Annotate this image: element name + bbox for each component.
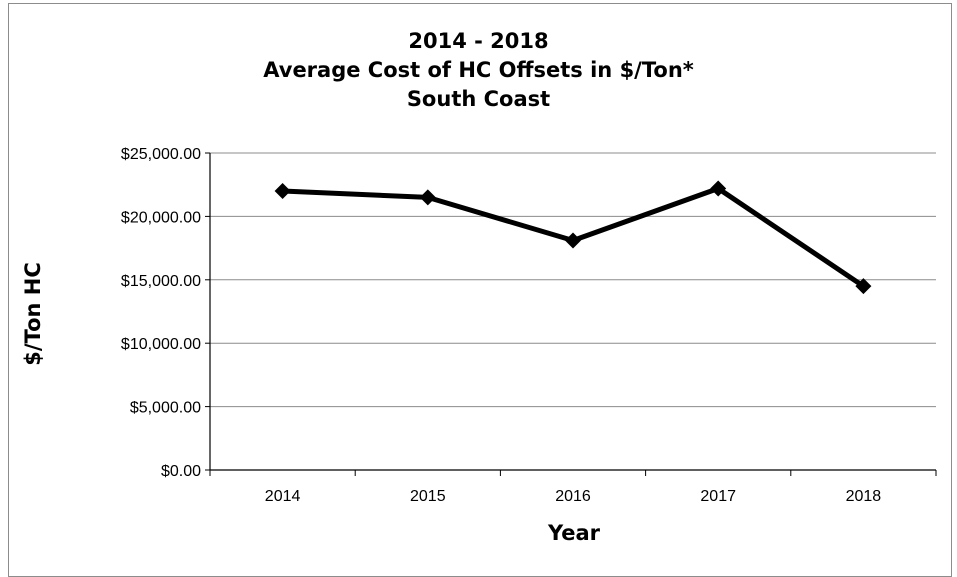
x-tick-label: 2014: [265, 488, 301, 505]
x-tick-label: 2017: [700, 488, 736, 505]
data-point-marker: [419, 189, 436, 206]
chart-title-line-2: Average Cost of HC Offsets in $/Ton*: [263, 58, 694, 82]
chart-title-line-3: South Coast: [406, 87, 551, 111]
data-point-marker: [565, 232, 581, 249]
x-tick-label: 2015: [410, 488, 446, 505]
y-tick-label: $20,000.00: [121, 209, 201, 226]
data-point-marker: [274, 183, 291, 200]
y-tick-label: $5,000.00: [130, 400, 201, 417]
y-tick-label: $15,000.00: [121, 273, 201, 290]
x-tick-labels: 2014 2015 2016 2017 2018: [265, 488, 881, 505]
chart-frame: [8, 3, 952, 577]
x-tick-label: 2018: [846, 488, 882, 505]
series-group: [274, 180, 872, 295]
chart-title: 2014 - 2018 Average Cost of HC Offsets i…: [0, 27, 957, 114]
data-point-marker: [855, 278, 872, 295]
gridlines: [210, 152, 936, 408]
x-tick-label: 2016: [555, 488, 591, 505]
y-tick-label: $10,000.00: [121, 336, 201, 353]
data-point-marker: [710, 180, 727, 197]
y-axis-title: $/Ton HC: [21, 262, 45, 366]
axes: [205, 152, 937, 476]
x-axis-title: Year: [547, 521, 601, 545]
chart-title-line-1: 2014 - 2018: [408, 29, 549, 53]
y-tick-labels: $0.00 $5,000.00 $10,000.00 $15,000.00 $20,00…: [121, 146, 201, 480]
y-tick-label: $25,000.00: [121, 146, 201, 163]
y-tick-label: $0.00: [161, 463, 201, 480]
